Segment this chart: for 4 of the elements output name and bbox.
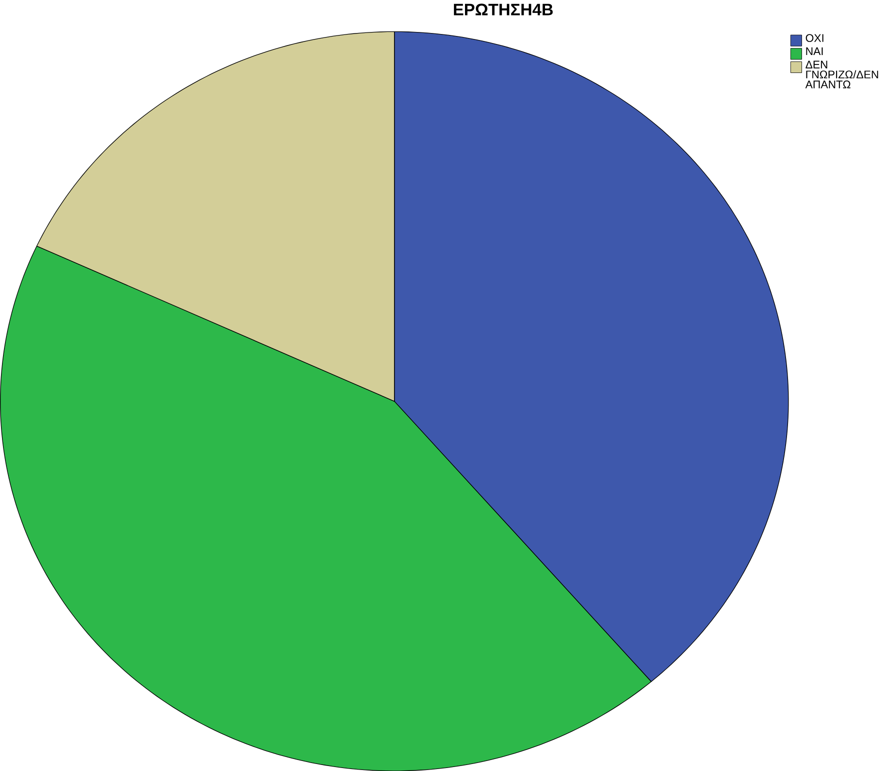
chart-title: ΕΡΩΤΗΣΗ4Β xyxy=(454,4,553,16)
legend-label: ΔΕΝ ΓΝΩΡΙΖΩ/ΔΕΝ ΑΠΑΝΤΩ xyxy=(805,60,878,88)
legend-label: ΟΧΙ xyxy=(806,34,824,42)
legend-label: ΝΑΙ xyxy=(806,47,823,55)
